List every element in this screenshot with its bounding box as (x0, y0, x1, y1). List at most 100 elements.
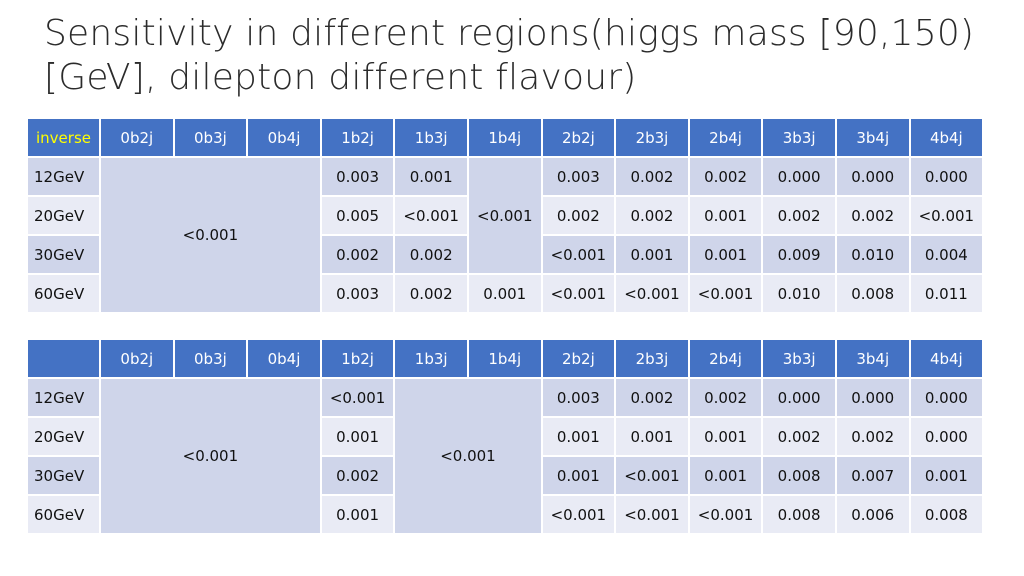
table-cell: 0.001 (395, 158, 467, 195)
column-header: 0b3j (174, 119, 247, 156)
merged-cell-0b: <0.001 (101, 158, 320, 312)
merged-cell-1b3j-1b4j: <0.001 (395, 379, 541, 533)
table-cell: 0.002 (689, 158, 762, 195)
table-cell: <0.001 (395, 197, 467, 234)
column-header: 2b3j (616, 340, 688, 377)
row-label: 12GeV (28, 379, 99, 416)
table-header-row: 0b2j 0b3j 0b4j 1b2j 1b3j 1b4j 2b2j 2b3j … (28, 340, 983, 377)
table-cell: 0.010 (763, 275, 835, 312)
row-label: 20GeV (28, 418, 99, 455)
table-cell: <0.001 (542, 275, 615, 312)
table-cell: <0.001 (542, 496, 615, 533)
table-cell: <0.001 (689, 496, 762, 533)
table-cell: 0.000 (910, 379, 983, 416)
column-header: 2b2j (542, 340, 615, 377)
table-cell: 0.008 (763, 457, 835, 494)
table-cell: 0.002 (616, 158, 688, 195)
column-header: 0b2j (101, 119, 173, 156)
table-cell: 0.010 (836, 236, 909, 273)
column-header: 4b4j (910, 119, 983, 156)
table-cell: 0.002 (395, 236, 467, 273)
table-header-row: inverse 0b2j 0b3j 0b4j 1b2j 1b3j 1b4j 2b… (28, 119, 983, 156)
header-corner-inverse: inverse (28, 119, 99, 156)
table-cell: 0.006 (836, 496, 909, 533)
column-header: 1b3j (395, 340, 467, 377)
page-title: Sensitivity in different regions(higgs m… (44, 13, 975, 98)
table-row: 30GeV 0.002 0.002 <0.001 0.001 0.001 0.0… (28, 236, 983, 273)
table-row: 12GeV <0.001 0.003 0.001 <0.001 0.003 0.… (28, 158, 983, 312)
table-row: 60GeV 0.001 <0.001 <0.001 <0.001 0.008 0… (28, 496, 983, 533)
column-header: 4b4j (910, 340, 983, 377)
table-cell: 0.002 (763, 197, 835, 234)
table-row: 12GeV <0.001 <0.001 <0.001 0.003 0.002 0… (28, 379, 983, 533)
table-cell: <0.001 (910, 197, 983, 234)
column-header: 1b4j (468, 119, 541, 156)
table-row: 30GeV 0.002 0.001 <0.001 0.001 0.008 0.0… (28, 457, 983, 494)
table-cell: 0.000 (763, 379, 835, 416)
row-label: 12GeV (28, 158, 99, 195)
table-cell: 0.002 (689, 379, 762, 416)
table-cell: 0.008 (836, 275, 909, 312)
merged-cell-1b4j: <0.001 (468, 158, 541, 273)
column-header: 0b2j (101, 340, 173, 377)
header-corner (28, 340, 99, 377)
table-cell: 0.009 (763, 236, 835, 273)
column-header: 2b3j (616, 119, 688, 156)
table-cell: 0.008 (763, 496, 835, 533)
table-cell: 0.005 (321, 197, 394, 234)
table-cell: 0.001 (616, 418, 688, 455)
table-cell: 0.000 (910, 418, 983, 455)
table-cell: <0.001 (542, 236, 615, 273)
table-cell: 0.002 (836, 197, 909, 234)
column-header: 1b4j (468, 340, 541, 377)
table-cell: 0.002 (836, 418, 909, 455)
column-header: 2b4j (689, 119, 762, 156)
table-cell: 0.000 (836, 379, 909, 416)
column-header: 1b2j (321, 340, 394, 377)
sensitivity-table-1: inverse 0b2j 0b3j 0b4j 1b2j 1b3j 1b4j 2b… (26, 117, 984, 314)
table-cell: 0.001 (689, 236, 762, 273)
column-header: 1b3j (395, 119, 467, 156)
column-header: 2b2j (542, 119, 615, 156)
column-header: 3b4j (836, 119, 909, 156)
row-label: 60GeV (28, 275, 99, 312)
table-cell: 0.002 (321, 457, 394, 494)
table-row: 60GeV 0.003 0.002 0.001 <0.001 <0.001 <0… (28, 275, 983, 312)
table-cell: 0.001 (689, 418, 762, 455)
table-cell: 0.001 (321, 418, 394, 455)
table-cell: 0.003 (542, 158, 615, 195)
table-cell: 0.003 (321, 275, 394, 312)
table-cell: 0.001 (910, 457, 983, 494)
table-cell: 0.002 (616, 197, 688, 234)
row-label: 30GeV (28, 236, 99, 273)
table-cell: 0.001 (542, 418, 615, 455)
merged-cell-0b: <0.001 (101, 379, 320, 533)
column-header: 3b3j (763, 119, 835, 156)
column-header: 2b4j (689, 340, 762, 377)
sensitivity-table-2: 0b2j 0b3j 0b4j 1b2j 1b3j 1b4j 2b2j 2b3j … (26, 338, 984, 535)
table-cell: 0.001 (689, 197, 762, 234)
table-cell: 0.002 (542, 197, 615, 234)
table-cell: 0.000 (910, 158, 983, 195)
column-header: 3b3j (763, 340, 835, 377)
table-cell: 0.001 (321, 496, 394, 533)
table-cell: 0.004 (910, 236, 983, 273)
table-cell: 0.000 (836, 158, 909, 195)
table-cell: 0.003 (542, 379, 615, 416)
table-row: 20GeV 0.001 0.001 0.001 0.001 0.002 0.00… (28, 418, 983, 455)
table-cell: 0.008 (910, 496, 983, 533)
column-header: 0b4j (248, 119, 320, 156)
table-cell: 0.001 (689, 457, 762, 494)
table-cell: <0.001 (689, 275, 762, 312)
column-header: 0b4j (248, 340, 320, 377)
row-label: 20GeV (28, 197, 99, 234)
table-cell: <0.001 (616, 457, 688, 494)
table-cell: 0.001 (616, 236, 688, 273)
column-header: 3b4j (836, 340, 909, 377)
table-cell: 0.002 (395, 275, 467, 312)
column-header: 0b3j (174, 340, 247, 377)
table-row: 20GeV 0.005 <0.001 0.002 0.002 0.001 0.0… (28, 197, 983, 234)
table-cell: 0.002 (763, 418, 835, 455)
table-cell: <0.001 (616, 275, 688, 312)
row-label: 60GeV (28, 496, 99, 533)
